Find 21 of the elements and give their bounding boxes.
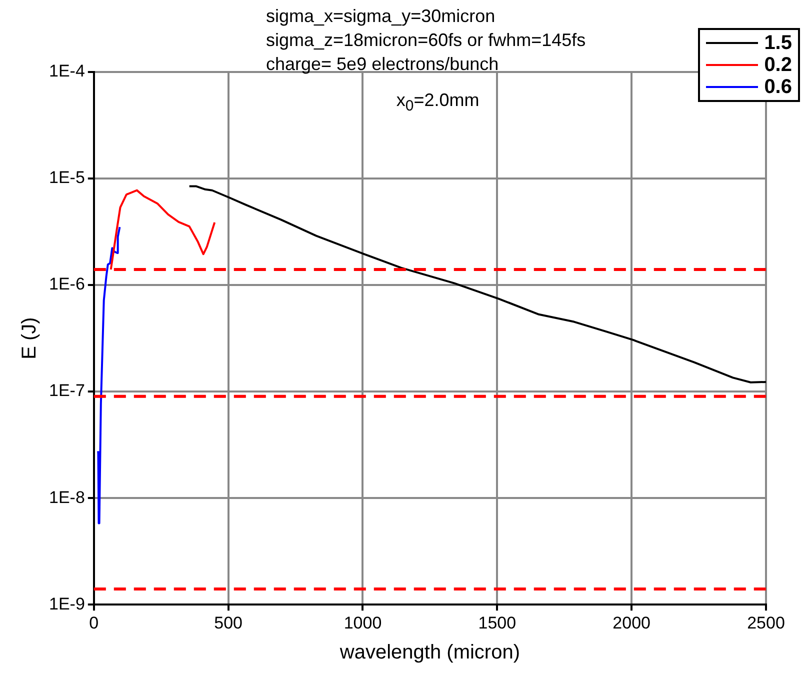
- x-tick-label: 1000: [344, 613, 382, 632]
- text: sigma_z=18micron=60fs or fwhm=145fs: [266, 29, 586, 52]
- y-tick-label: 1E-8: [48, 488, 85, 507]
- x-tick-label: 2000: [612, 613, 650, 632]
- legend-label: 0.2: [764, 54, 792, 76]
- y-axis-title: E (J): [18, 317, 41, 360]
- y-tick-label: 1E-6: [48, 274, 85, 294]
- x-tick-label: 500: [214, 613, 243, 632]
- text: sigma_x=sigma_y=30micron: [266, 5, 496, 28]
- y-tick-label: 1E-9: [48, 594, 85, 614]
- legend-label: 0.6: [764, 76, 792, 98]
- y-tick-label: 1E-7: [48, 381, 85, 400]
- x-tick-label: 0: [89, 613, 99, 632]
- y-tick-label: 1E-5: [48, 168, 85, 188]
- annotation: charge= 5e9 electrons/bunch: [266, 53, 500, 76]
- x-tick-label: 1500: [478, 613, 516, 632]
- legend-label: 1.5: [764, 32, 792, 54]
- x-axis-title: wavelength (micron): [338, 642, 520, 664]
- y-tick-label: 1E-4: [48, 62, 85, 81]
- annotation: x$_{0}$=2.0mm: [396, 90, 480, 115]
- x-tick-label: 2500: [747, 613, 785, 632]
